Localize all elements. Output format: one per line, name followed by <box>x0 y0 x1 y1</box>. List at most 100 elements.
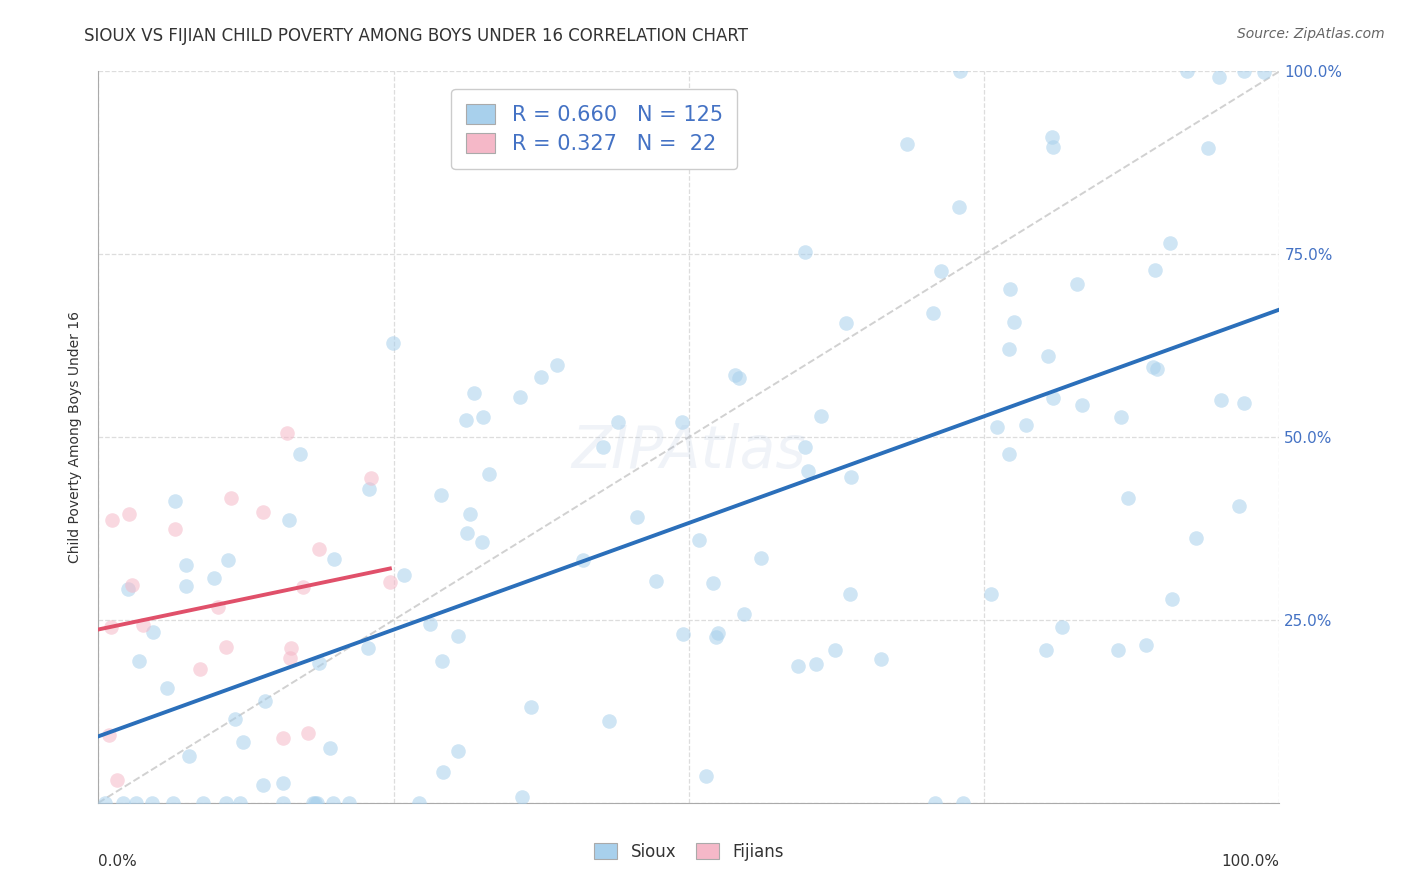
Point <box>202 571 225 585</box>
Point <box>728 371 751 385</box>
Point <box>835 316 858 330</box>
Point <box>381 336 404 351</box>
Point <box>509 390 531 404</box>
Point <box>392 567 415 582</box>
Point <box>1144 262 1167 277</box>
Point <box>323 551 346 566</box>
Point <box>841 470 863 484</box>
Point <box>702 575 724 590</box>
Point <box>357 482 380 496</box>
Point <box>142 624 165 639</box>
Point <box>949 64 972 78</box>
Point <box>704 631 727 645</box>
Point <box>419 616 441 631</box>
Point <box>520 700 543 714</box>
Point <box>1208 70 1230 84</box>
Point <box>929 263 952 277</box>
Point <box>948 200 970 214</box>
Point <box>707 625 730 640</box>
Point <box>288 447 311 461</box>
Text: 100.0%: 100.0% <box>1222 854 1279 869</box>
Point <box>794 441 817 455</box>
Point <box>1161 592 1184 607</box>
Point <box>319 740 342 755</box>
Point <box>121 578 143 592</box>
Point <box>447 629 470 643</box>
Point <box>733 607 755 621</box>
Point <box>839 587 862 601</box>
Point <box>100 620 122 634</box>
Point <box>804 657 827 671</box>
Point <box>458 508 481 522</box>
Point <box>1197 141 1219 155</box>
Point <box>922 306 945 320</box>
Point <box>277 513 299 527</box>
Point <box>749 551 772 566</box>
Point <box>1146 361 1168 376</box>
Point <box>1159 236 1181 251</box>
Point <box>232 735 254 749</box>
Text: 0.0%: 0.0% <box>98 854 138 869</box>
Point <box>1000 282 1022 296</box>
Point <box>724 368 747 382</box>
Point <box>986 420 1008 434</box>
Point <box>1035 642 1057 657</box>
Point <box>810 409 832 423</box>
Point <box>1253 64 1275 78</box>
Point <box>273 731 295 745</box>
Point <box>215 640 238 655</box>
Point <box>1175 64 1198 78</box>
Point <box>179 748 201 763</box>
Y-axis label: Child Poverty Among Boys Under 16: Child Poverty Among Boys Under 16 <box>69 311 83 563</box>
Point <box>1042 391 1064 405</box>
Point <box>337 796 360 810</box>
Point <box>215 796 238 810</box>
Point <box>322 796 344 810</box>
Point <box>1042 140 1064 154</box>
Point <box>156 681 179 695</box>
Point <box>217 552 239 566</box>
Point <box>998 342 1021 356</box>
Point <box>626 510 648 524</box>
Point <box>1040 129 1063 144</box>
Point <box>176 558 198 572</box>
Point <box>870 652 893 666</box>
Point <box>252 778 274 792</box>
Point <box>124 796 146 810</box>
Point <box>432 765 454 780</box>
Point <box>793 244 815 259</box>
Point <box>280 641 302 656</box>
Point <box>1135 638 1157 652</box>
Point <box>672 627 695 641</box>
Point <box>304 796 326 810</box>
Point <box>1233 64 1256 78</box>
Point <box>356 641 378 656</box>
Point <box>100 513 122 527</box>
Point <box>572 553 595 567</box>
Point <box>824 643 846 657</box>
Point <box>1070 397 1092 411</box>
Point <box>111 796 134 810</box>
Point <box>360 470 382 484</box>
Point <box>224 712 246 726</box>
Point <box>478 467 501 481</box>
Text: Source: ZipAtlas.com: Source: ZipAtlas.com <box>1237 27 1385 41</box>
Point <box>952 796 974 810</box>
Text: ZIPAtlas: ZIPAtlas <box>572 423 806 480</box>
Text: SIOUX VS FIJIAN CHILD POVERTY AMONG BOYS UNDER 16 CORRELATION CHART: SIOUX VS FIJIAN CHILD POVERTY AMONG BOYS… <box>84 27 748 45</box>
Point <box>429 488 451 502</box>
Point <box>1002 315 1025 329</box>
Point <box>105 773 128 788</box>
Point <box>132 618 155 632</box>
Point <box>1232 396 1254 410</box>
Point <box>378 575 401 590</box>
Point <box>546 358 568 372</box>
Point <box>787 659 810 673</box>
Point <box>278 650 301 665</box>
Point <box>1227 499 1250 513</box>
Point <box>688 533 710 547</box>
Point <box>117 582 139 597</box>
Point <box>998 448 1021 462</box>
Point <box>271 776 294 790</box>
Point <box>308 657 330 671</box>
